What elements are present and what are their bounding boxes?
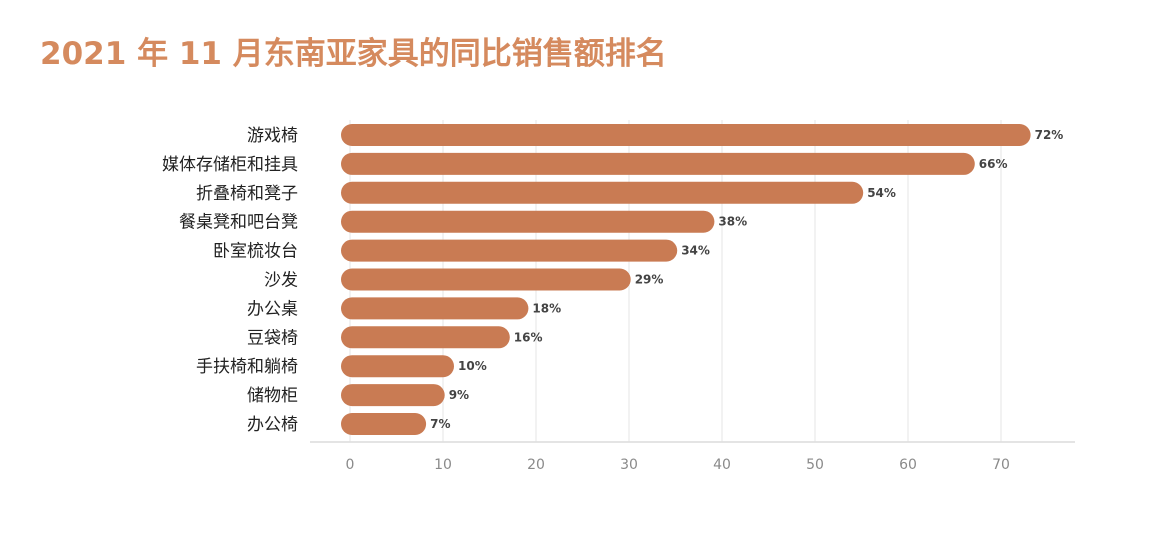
- x-tick-label: 60: [899, 457, 917, 473]
- data-label: 16%: [514, 330, 543, 344]
- data-label: 7%: [430, 417, 450, 431]
- bar: [341, 413, 427, 435]
- data-label: 29%: [635, 273, 664, 287]
- category-label: 餐桌凳和吧台凳: [179, 213, 298, 233]
- category-label: 手扶椅和躺椅: [196, 357, 298, 377]
- data-label: 9%: [449, 388, 469, 402]
- x-tick-label: 40: [713, 457, 731, 473]
- x-tick-label: 50: [806, 457, 824, 473]
- x-tick-label: 20: [527, 457, 545, 473]
- bar: [341, 326, 510, 349]
- data-label: 66%: [979, 157, 1008, 171]
- data-label: 10%: [458, 359, 487, 373]
- x-tick-label: 30: [620, 457, 638, 473]
- x-tick-label: 10: [434, 457, 452, 473]
- category-label: 豆袋椅: [247, 328, 298, 348]
- bar: [341, 239, 678, 262]
- bar: [341, 124, 1031, 146]
- category-label: 办公桌: [247, 299, 298, 319]
- bar: [341, 268, 631, 291]
- bar: [341, 210, 715, 233]
- data-label: 18%: [532, 301, 561, 315]
- bar: [341, 152, 975, 175]
- bar: [341, 297, 529, 320]
- category-label: 沙发: [264, 271, 298, 291]
- category-label: 游戏椅: [247, 126, 298, 146]
- data-label: 38%: [718, 215, 747, 229]
- x-tick-label: 0: [346, 457, 355, 473]
- category-label: 折叠椅和凳子: [196, 184, 298, 204]
- category-label: 卧室梳妆台: [213, 242, 298, 262]
- data-label: 72%: [1035, 128, 1064, 142]
- bar: [341, 384, 445, 407]
- category-label: 媒体存储柜和挂具: [162, 155, 298, 175]
- bar: [341, 355, 454, 378]
- chart-title: 2021 年 11 月东南亚家具的同比销售额排名: [40, 36, 667, 72]
- bar: [341, 181, 864, 204]
- category-label: 储物柜: [247, 386, 298, 406]
- data-label: 54%: [867, 186, 896, 200]
- x-tick-label: 70: [992, 457, 1010, 473]
- data-label: 34%: [681, 244, 710, 258]
- category-label: 办公椅: [247, 415, 298, 435]
